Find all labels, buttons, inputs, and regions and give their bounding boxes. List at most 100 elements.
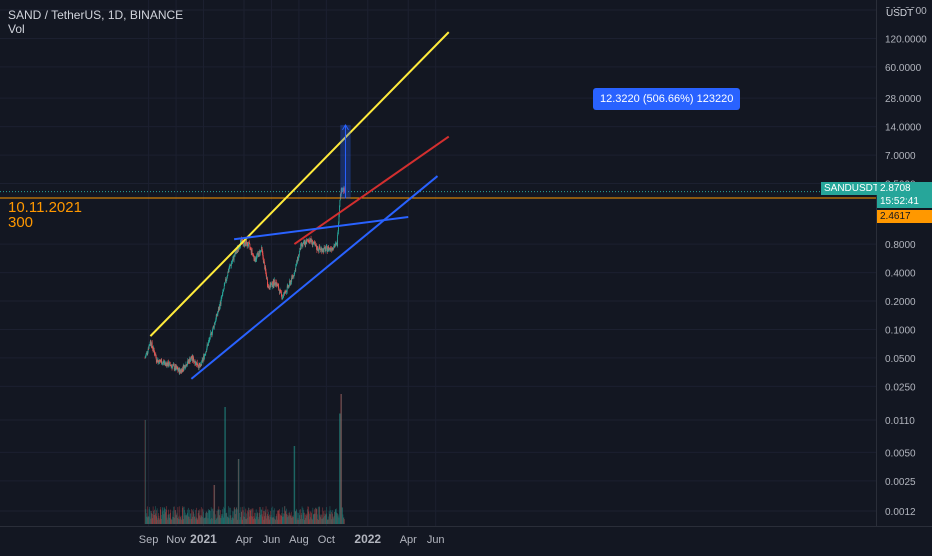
candle-body	[182, 369, 184, 371]
candle-body	[204, 354, 206, 356]
candle-body	[299, 248, 301, 250]
candle-body	[190, 357, 192, 359]
candle-body	[199, 363, 200, 365]
volume-bar	[321, 514, 323, 524]
time-axis[interactable]: Sep Nov 2021 Apr Jun Aug Oct 2022 Apr Jun	[0, 526, 932, 551]
candle-body	[188, 360, 190, 362]
volume-bar	[181, 515, 183, 524]
volume-bar	[252, 516, 253, 524]
volume-bar	[149, 516, 151, 524]
candle-body	[162, 362, 164, 364]
volume-bar	[289, 511, 290, 524]
candle-body	[336, 242, 338, 247]
volume-bar	[176, 512, 178, 524]
volume-bar	[218, 506, 220, 524]
candle-body	[340, 188, 342, 196]
candle-body	[236, 250, 238, 253]
measure-box[interactable]	[340, 123, 351, 199]
volume-bar	[166, 506, 167, 524]
candle-body	[203, 355, 205, 359]
candle-body	[298, 255, 300, 257]
candle-body	[163, 362, 165, 364]
volume-bar	[146, 516, 147, 524]
candle-body	[211, 333, 213, 336]
candle-body	[186, 364, 187, 367]
volume-bar	[261, 509, 262, 524]
volume-bar	[178, 506, 180, 524]
candle-body	[154, 354, 156, 356]
candle-body	[210, 332, 212, 334]
volume-bar	[201, 515, 202, 524]
candle-body	[287, 285, 289, 287]
candle-body	[244, 241, 245, 246]
volume-bar	[201, 517, 203, 524]
trend-lines[interactable]	[0, 31, 876, 380]
candle-body	[251, 249, 253, 254]
volume-bar	[244, 516, 245, 524]
volume-bar	[255, 512, 256, 524]
candle-body	[258, 251, 260, 253]
candle-body	[343, 188, 344, 192]
candle-body	[201, 359, 203, 361]
volume-bar	[194, 516, 196, 524]
volume-bar	[326, 507, 327, 524]
price-axis[interactable]: 240.0000120.000060.000028.000014.00007.0…	[876, 0, 932, 526]
volume-bar	[243, 516, 244, 524]
volume-bar	[317, 519, 319, 524]
volume-bar	[240, 517, 241, 524]
volume-bar	[155, 513, 157, 524]
candle-body	[195, 363, 196, 365]
volume-bar	[211, 518, 212, 524]
candle-body	[311, 240, 313, 243]
candle-body	[276, 283, 278, 286]
candle-body	[187, 360, 189, 364]
volume-bar	[226, 513, 227, 524]
candle-body	[339, 199, 341, 207]
volume-bar	[238, 459, 239, 524]
volume-bar	[196, 517, 198, 524]
candle-body	[252, 253, 253, 255]
volume-bar	[195, 509, 196, 524]
volume-bar	[315, 507, 317, 524]
volume-bar	[250, 510, 251, 524]
candle-body	[240, 238, 242, 241]
volume-bar	[220, 518, 222, 524]
volume-bar	[309, 511, 311, 524]
candle-body	[297, 256, 298, 262]
volume-bar	[232, 511, 234, 524]
candle-body	[222, 290, 224, 294]
volume-bar	[287, 512, 289, 524]
candle-body	[263, 260, 265, 262]
candle-body	[230, 265, 232, 266]
candle-body	[228, 268, 230, 270]
volume-bar	[319, 507, 320, 524]
candle-body	[248, 242, 249, 247]
candle-body	[232, 259, 234, 262]
candle-body	[168, 361, 169, 367]
candle-body	[317, 246, 319, 251]
volume-bar	[253, 519, 254, 524]
candle-body	[262, 257, 264, 262]
candle-body	[171, 365, 172, 367]
candle-body	[264, 266, 266, 270]
candle-body	[184, 365, 186, 369]
volume-bar	[258, 519, 259, 524]
volume-bar	[223, 517, 224, 524]
volume-bar	[335, 508, 337, 524]
candle-body	[313, 241, 315, 244]
volume-bar	[242, 519, 243, 524]
volume-bar	[169, 517, 171, 524]
candle-body	[276, 282, 277, 286]
volume-bar	[166, 517, 168, 524]
candle-body	[306, 240, 307, 245]
y-tick-label: 60.0000	[885, 63, 922, 74]
volume-bar	[172, 511, 174, 524]
candle-body	[329, 248, 330, 250]
volume-bar	[284, 506, 285, 524]
volume-bar	[279, 508, 280, 524]
volume-bar	[235, 514, 236, 524]
candle-body	[320, 248, 321, 251]
candle-body	[226, 277, 228, 280]
volume-bar	[223, 508, 225, 524]
